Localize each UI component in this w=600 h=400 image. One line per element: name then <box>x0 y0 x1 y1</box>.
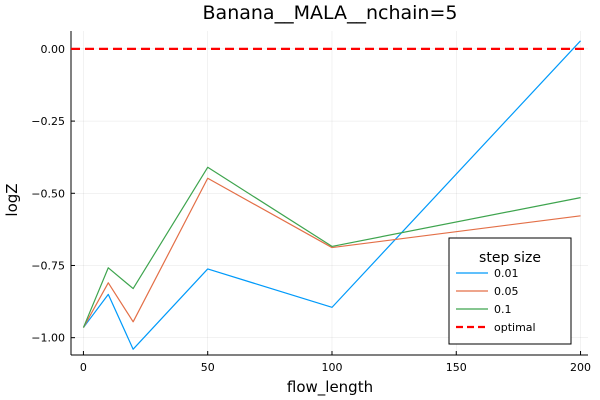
legend-label-optimal: optimal <box>494 321 536 334</box>
legend: step size 0.01 0.05 0.1 optimal <box>448 237 572 345</box>
y-tick-label: −0.50 <box>31 187 65 200</box>
legend-label-0.05: 0.05 <box>494 285 519 298</box>
y-tick-label: 0.00 <box>41 43 66 56</box>
x-tick-label: 0 <box>80 361 87 374</box>
legend-label-0.01: 0.01 <box>494 267 519 280</box>
x-tick-label: 200 <box>570 361 591 374</box>
legend-title: step size <box>479 250 541 266</box>
chart-title: Banana__MALA__nchain=5 <box>203 2 458 24</box>
legend-label-0.1: 0.1 <box>494 303 512 316</box>
series-line-0.1 <box>82 166 581 328</box>
x-axis-label: flow_length <box>287 378 373 397</box>
y-axis-label: logZ <box>3 183 21 216</box>
grid <box>71 31 588 355</box>
axes: 0 50 100 150 200 −1.00 −0.75 −0.50 −0.25 0.00 <box>31 31 591 374</box>
series-line-0.01 <box>82 40 581 350</box>
x-tick-label: 100 <box>321 361 342 374</box>
series-group <box>71 40 588 350</box>
x-tick-label: 50 <box>201 361 215 374</box>
y-tick-label: −1.00 <box>31 332 65 345</box>
legend-items: 0.01 0.05 0.1 optimal <box>456 267 536 334</box>
x-tick-label: 150 <box>446 361 467 374</box>
y-tick-label: −0.75 <box>31 259 65 272</box>
y-tick-label: −0.25 <box>31 115 65 128</box>
series-line-0.05 <box>82 177 581 328</box>
